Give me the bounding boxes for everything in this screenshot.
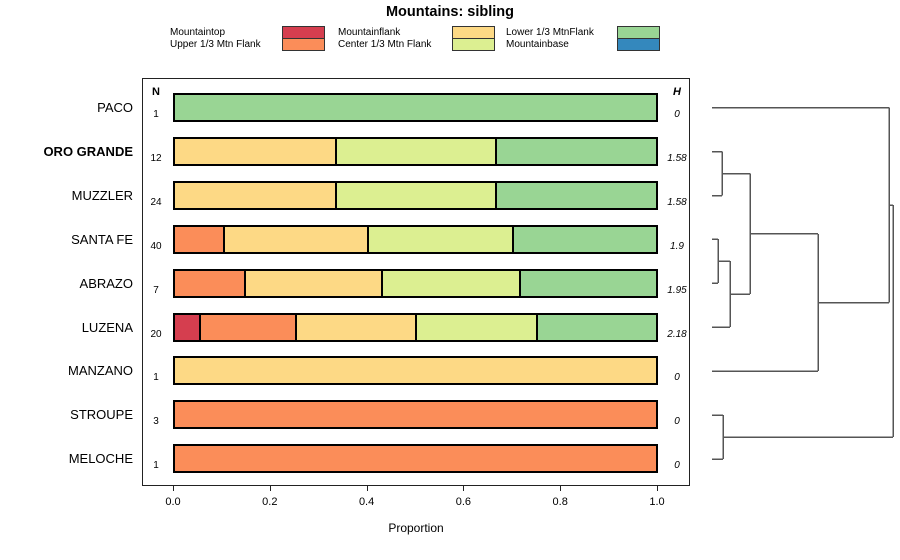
bar-segment-upper-1-3-mtn-flank [175,402,656,428]
h-value: 2.18 [667,328,687,340]
bar-segment-lower-1-3-mtnflank [495,182,656,208]
legend-label: Mountainbase [506,38,569,50]
n-value: 20 [150,328,162,340]
x-tick-label: 0.4 [358,496,375,508]
h-value: 1.95 [667,284,687,296]
bar-segment-upper-1-3-mtn-flank [175,226,224,252]
x-tick [560,486,562,491]
legend-swatch [453,39,494,50]
legend-swatch [453,27,494,39]
plot-box [142,78,690,486]
row-label-paco: PACO [97,100,133,115]
bar-segment-upper-1-3-mtn-flank [175,270,244,296]
row-label-santa-fe: SANTA FE [71,231,133,247]
h-column-header: H [673,86,681,98]
n-value: 3 [153,416,159,428]
bar-segment-mountainflank [175,138,336,164]
n-value: 1 [153,372,159,384]
bar-segment-center-1-3-mtn-flank [381,270,519,296]
legend-swatch-stack [282,26,325,51]
row-label-oro-grande: ORO GRANDE [43,143,133,159]
legend-swatch-stack [452,26,495,51]
row-label-muzzler: MUZZLER [71,187,133,203]
bar-abrazo [173,268,658,298]
bar-segment-mountainflank [175,358,656,384]
x-tick-label: 1.0 [649,496,665,508]
x-axis-label: Proportion [388,521,444,535]
bar-segment-mountainflank [243,270,382,296]
bar-segment-mountainflank [295,314,416,340]
x-tick-label: 0.8 [552,496,568,508]
bar-segment-center-1-3-mtn-flank [335,138,496,164]
bar-segment-lower-1-3-mtnflank [495,138,656,164]
bar-segment-upper-1-3-mtn-flank [199,314,296,340]
legend-column-3: Lower 1/3 MtnFlank Mountainbase [506,26,660,51]
bar-segment-lower-1-3-mtnflank [175,95,656,120]
h-value: 0 [674,416,680,428]
row-label-abrazo: ABRAZO [79,275,133,291]
legend-swatch [618,39,659,50]
row-label-stroupe: STROUPE [70,407,133,423]
bar-segment-lower-1-3-mtnflank [518,270,656,296]
bar-segment-center-1-3-mtn-flank [367,226,512,252]
legend-swatch [618,27,659,39]
n-value: 24 [150,196,162,208]
x-tick [657,486,658,491]
bar-muzzler [173,180,658,210]
n-value: 1 [153,460,159,472]
row-label-manzano: MANZANO [68,363,133,379]
n-value: 1 [153,109,159,120]
bar-segment-center-1-3-mtn-flank [415,314,536,340]
bar-santa-fe [173,224,658,254]
legend-label: Mountainflank [338,27,401,38]
row-label-luzena: LUZENA [81,319,133,335]
x-tick [366,486,368,491]
n-value: 7 [153,284,159,296]
legend-column-1: Mountaintop Upper 1/3 Mtn Flank [170,26,325,51]
bar-oro-grande [173,136,658,166]
bar-segment-center-1-3-mtn-flank [335,182,496,208]
bar-manzano [173,356,658,386]
x-tick-label: 0.0 [165,496,181,508]
bar-segment-mountainflank [223,226,368,252]
legend-label: Mountaintop [170,27,226,38]
bar-luzena [173,312,658,342]
bar-segment-mountainflank [175,182,336,208]
h-value: 0 [674,109,680,120]
h-value: 1.58 [667,196,687,208]
legend-swatch [283,39,324,50]
x-tick [269,486,271,491]
n-column-header: N [152,86,160,98]
legend-swatch [283,27,324,39]
bar-segment-upper-1-3-mtn-flank [175,446,656,472]
legend-column-2: Mountainflank Center 1/3 Mtn Flank [338,26,495,51]
bar-stroupe [173,400,658,430]
bar-paco [173,93,658,122]
x-tick-label: 0.6 [455,496,472,508]
legend-label: Lower 1/3 MtnFlank [506,27,594,38]
bar-segment-mountaintop [175,314,200,340]
chart-title: Mountains: sibling [385,4,515,20]
x-tick-label: 0.2 [262,496,278,508]
n-value: 12 [150,152,162,164]
h-value: 1.58 [667,152,687,164]
bar-segment-lower-1-3-mtnflank [535,314,656,340]
h-value: 1.9 [670,240,684,252]
legend-swatch-stack [617,26,660,51]
bar-meloche [173,444,658,474]
legend-label: Center 1/3 Mtn Flank [338,38,432,50]
x-tick [463,486,465,491]
x-tick [173,486,174,491]
n-value: 40 [150,240,162,252]
row-label-meloche: MELOCHE [68,451,133,467]
h-value: 0 [674,372,680,384]
h-value: 0 [674,460,680,472]
bar-segment-lower-1-3-mtnflank [511,226,656,252]
legend-label: Upper 1/3 Mtn Flank [170,38,261,50]
